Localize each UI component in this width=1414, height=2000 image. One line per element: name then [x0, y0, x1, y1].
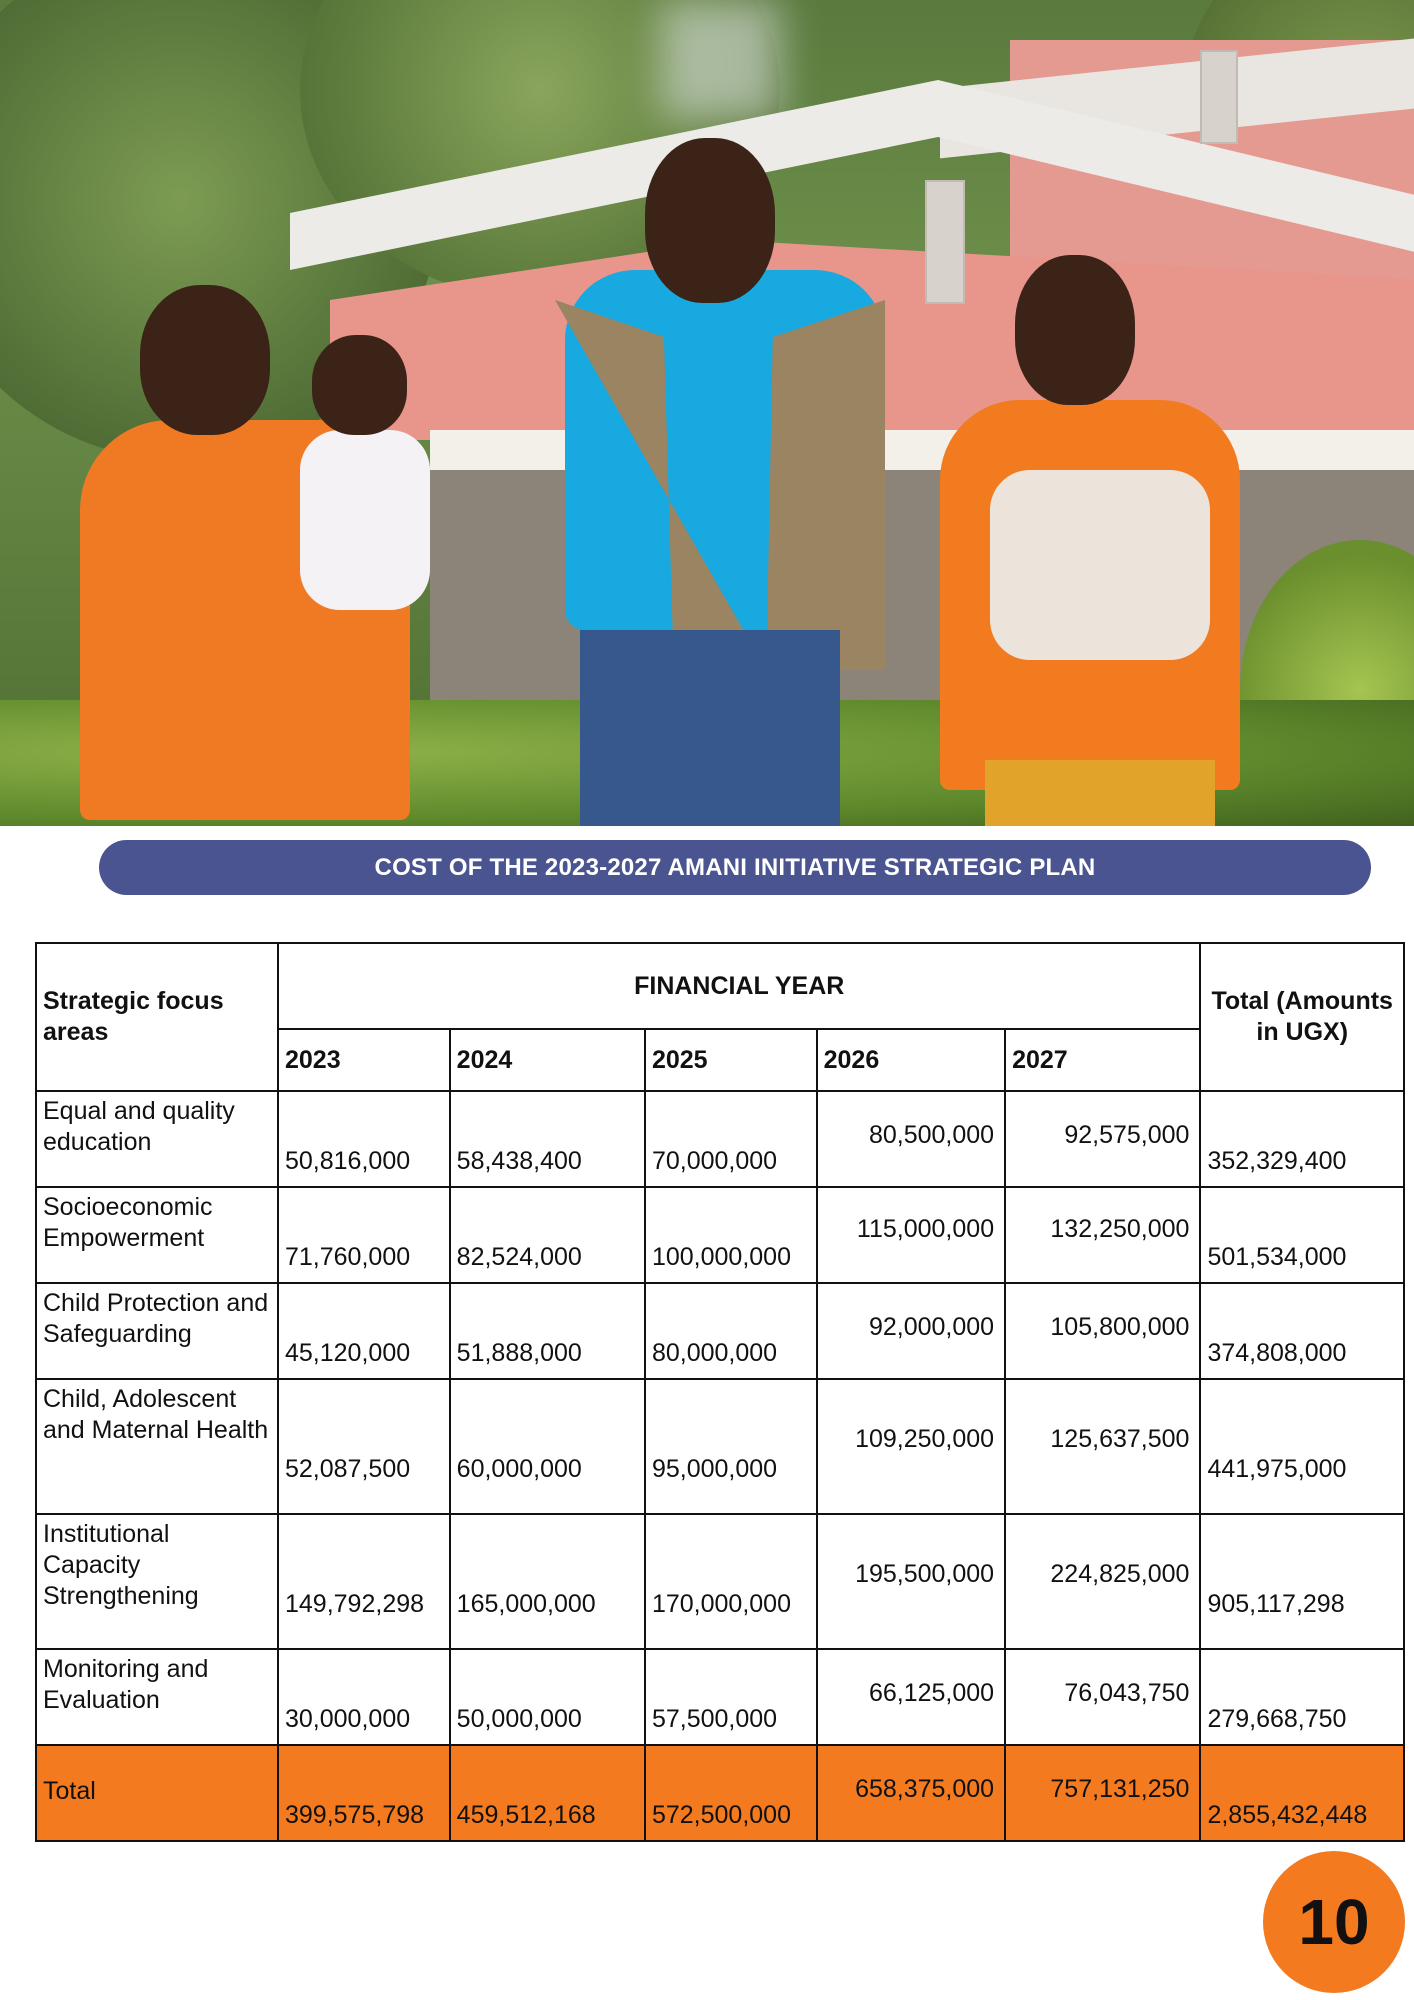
row-value: 52,087,500: [277, 1378, 451, 1515]
row-value: 51,888,000: [448, 1282, 646, 1380]
row-value: 125,637,500: [1004, 1378, 1202, 1515]
row-value: 50,816,000: [277, 1090, 451, 1188]
section-title: COST OF THE 2023-2027 AMANI INITIATIVE S…: [374, 853, 1096, 881]
header-financial-year: FINANCIAL YEAR: [276, 942, 1202, 1030]
row-total: 374,808,000: [1199, 1282, 1405, 1380]
row-value: 60,000,000: [448, 1378, 646, 1515]
header-strategic-focus-areas: Strategic focus areas: [35, 942, 279, 1092]
row-value: 66,125,000: [815, 1648, 1007, 1746]
grand-total: 2,855,432,448: [1199, 1744, 1405, 1842]
total-value: 459,512,168: [448, 1744, 646, 1842]
row-value: 105,800,000: [1004, 1282, 1202, 1380]
row-value: 100,000,000: [643, 1186, 818, 1284]
total-value: 757,131,250: [1004, 1744, 1202, 1842]
table-row: Institutional Capacity Strengthening 149…: [35, 1513, 1405, 1650]
row-value: 82,524,000: [448, 1186, 646, 1284]
row-total: 279,668,750: [1199, 1648, 1405, 1746]
row-value: 92,575,000: [1004, 1090, 1202, 1188]
row-value: 71,760,000: [277, 1186, 451, 1284]
cost-table: Strategic focus areas FINANCIAL YEAR Tot…: [35, 942, 1405, 1842]
man-center-head: [645, 138, 775, 303]
row-value: 30,000,000: [277, 1648, 451, 1746]
man-jeans: [580, 630, 840, 826]
row-value: 50,000,000: [448, 1648, 646, 1746]
total-value: 399,575,798: [277, 1744, 451, 1842]
header-year: 2025: [643, 1028, 818, 1092]
table-row: Monitoring and Evaluation 30,000,000 50,…: [35, 1648, 1405, 1746]
row-value: 195,500,000: [815, 1513, 1007, 1650]
hero-photo: [0, 0, 1414, 826]
building-vent: [1200, 50, 1238, 144]
table-row: Socioeconomic Empowerment 71,760,000 82,…: [35, 1186, 1405, 1284]
page-number: 10: [1298, 1886, 1370, 1958]
woman-right-head: [1015, 255, 1135, 405]
row-value: 92,000,000: [815, 1282, 1007, 1380]
total-label: Total: [35, 1744, 279, 1842]
page-number-badge: 10: [1263, 1851, 1405, 1993]
section-title-banner: COST OF THE 2023-2027 AMANI INITIATIVE S…: [99, 840, 1371, 895]
row-value: 95,000,000: [643, 1378, 818, 1515]
woman-right-skirt: [985, 760, 1215, 826]
row-value: 115,000,000: [815, 1186, 1007, 1284]
row-value: 57,500,000: [643, 1648, 818, 1746]
building-vent: [925, 180, 965, 304]
header-total: Total (Amounts in UGX): [1199, 942, 1405, 1092]
header-row: Strategic focus areas FINANCIAL YEAR Tot…: [35, 942, 1405, 1092]
total-value: 572,500,000: [643, 1744, 818, 1842]
row-area: Child Protection and Safeguarding: [35, 1282, 279, 1380]
row-value: 45,120,000: [277, 1282, 451, 1380]
row-total: 441,975,000: [1199, 1378, 1405, 1515]
year-header-row: 2023 2024 2025 2026 2027: [36, 1028, 1404, 1092]
row-value: 149,792,298: [277, 1513, 451, 1650]
table-row: Child, Adolescent and Maternal Health 52…: [35, 1378, 1405, 1515]
row-value: 170,000,000: [643, 1513, 818, 1650]
row-value: 58,438,400: [448, 1090, 646, 1188]
row-value: 165,000,000: [448, 1513, 646, 1650]
row-value: 109,250,000: [815, 1378, 1007, 1515]
header-year: 2026: [815, 1028, 1007, 1092]
row-total: 352,329,400: [1199, 1090, 1405, 1188]
row-value: 132,250,000: [1004, 1186, 1202, 1284]
row-value: 80,000,000: [643, 1282, 818, 1380]
row-area: Socioeconomic Empowerment: [35, 1186, 279, 1284]
table-row: Child Protection and Safeguarding 45,120…: [35, 1282, 1405, 1380]
row-area: Child, Adolescent and Maternal Health: [35, 1378, 279, 1515]
row-value: 76,043,750: [1004, 1648, 1202, 1746]
woman-left-head: [140, 285, 270, 435]
header-year: 2023: [277, 1028, 451, 1092]
row-value: 224,825,000: [1004, 1513, 1202, 1650]
baby-carrier-cloth: [990, 470, 1210, 660]
table-row: Equal and quality education 50,816,000 5…: [35, 1090, 1405, 1188]
row-total: 905,117,298: [1199, 1513, 1405, 1650]
row-area: Institutional Capacity Strengthening: [35, 1513, 279, 1650]
row-total: 501,534,000: [1199, 1186, 1405, 1284]
row-value: 80,500,000: [815, 1090, 1007, 1188]
row-value: 70,000,000: [643, 1090, 818, 1188]
total-row: Total 399,575,798 459,512,168 572,500,00…: [35, 1744, 1405, 1842]
sky: [660, 0, 780, 120]
row-area: Equal and quality education: [35, 1090, 279, 1188]
header-year: 2024: [448, 1028, 646, 1092]
baby: [300, 430, 430, 610]
baby-head: [312, 335, 407, 435]
total-value: 658,375,000: [815, 1744, 1007, 1842]
row-area: Monitoring and Evaluation: [35, 1648, 279, 1746]
header-year: 2027: [1004, 1028, 1202, 1092]
